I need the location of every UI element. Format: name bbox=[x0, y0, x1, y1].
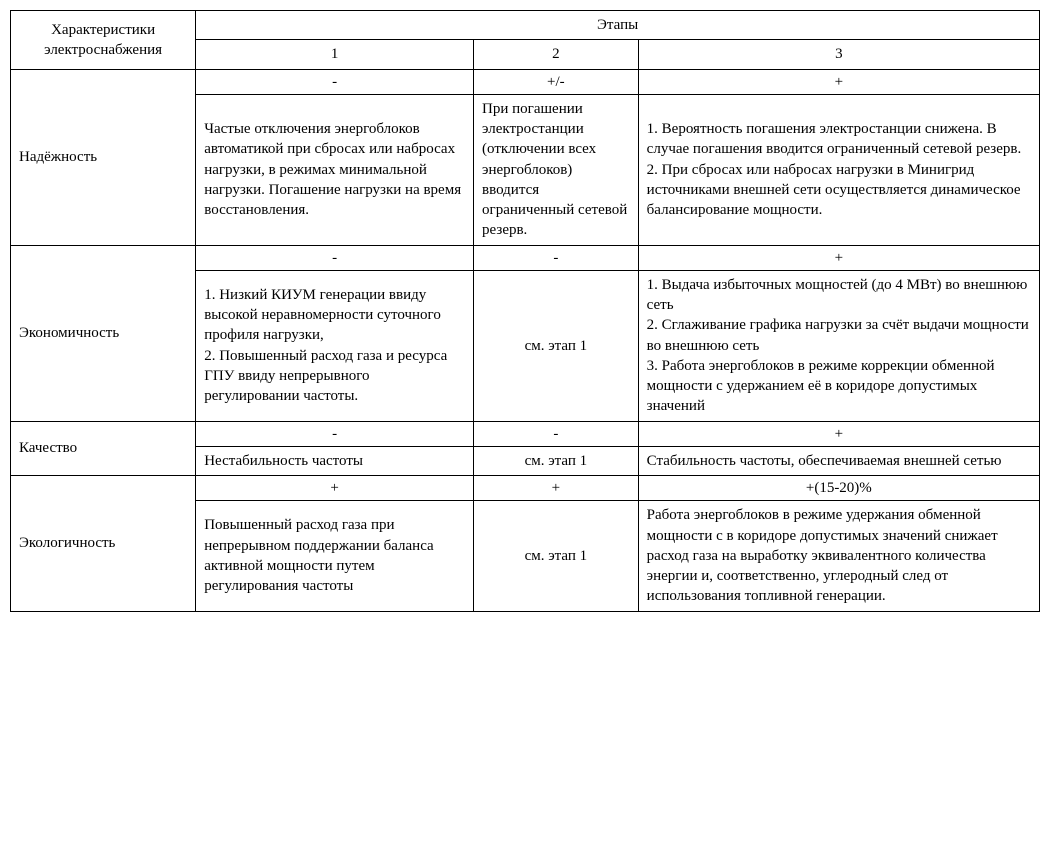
reliability-sym-3: + bbox=[638, 69, 1039, 94]
header-stages: Этапы bbox=[196, 11, 1040, 40]
ecology-text-2: см. этап 1 bbox=[474, 501, 639, 611]
reliability-text-3: 1. Вероятность погашения электростанции … bbox=[638, 94, 1039, 245]
quality-label: Качество bbox=[11, 421, 196, 476]
quality-text-1: Нестабильность частоты bbox=[196, 446, 474, 475]
economy-sym-2: - bbox=[474, 245, 639, 270]
reliability-sym-2: +/- bbox=[474, 69, 639, 94]
economy-sym-3: + bbox=[638, 245, 1039, 270]
quality-sym-3: + bbox=[638, 421, 1039, 446]
quality-text-3: Стабильность частоты, обеспечиваемая вне… bbox=[638, 446, 1039, 475]
header-stage-2: 2 bbox=[474, 40, 639, 69]
reliability-text-1: Частые отключения энергоблоков автоматик… bbox=[196, 94, 474, 245]
economy-text-3: 1. Выдача избыточных мощностей (до 4 МВт… bbox=[638, 270, 1039, 421]
header-stage-3: 3 bbox=[638, 40, 1039, 69]
header-stage-1: 1 bbox=[196, 40, 474, 69]
header-characteristics: Характеристики электроснабжения bbox=[11, 11, 196, 70]
ecology-symbol-row: Экологичность + + +(15-20)% bbox=[11, 476, 1040, 501]
ecology-text-3: Работа энергоблоков в режиме удержания о… bbox=[638, 501, 1039, 611]
characteristics-table: Характеристики электроснабжения Этапы 1 … bbox=[10, 10, 1040, 612]
economy-text-2: см. этап 1 bbox=[474, 270, 639, 421]
economy-label: Экономичность bbox=[11, 245, 196, 421]
header-row-1: Характеристики электроснабжения Этапы bbox=[11, 11, 1040, 40]
quality-symbol-row: Качество - - + bbox=[11, 421, 1040, 446]
quality-sym-2: - bbox=[474, 421, 639, 446]
ecology-sym-2: + bbox=[474, 476, 639, 501]
reliability-label: Надёжность bbox=[11, 69, 196, 245]
ecology-label: Экологичность bbox=[11, 476, 196, 612]
reliability-text-2: При погашении электростанции (отключении… bbox=[474, 94, 639, 245]
reliability-symbol-row: Надёжность - +/- + bbox=[11, 69, 1040, 94]
economy-symbol-row: Экономичность - - + bbox=[11, 245, 1040, 270]
quality-text-2: см. этап 1 bbox=[474, 446, 639, 475]
economy-sym-1: - bbox=[196, 245, 474, 270]
economy-text-1: 1. Низкий КИУМ генерации ввиду высокой н… bbox=[196, 270, 474, 421]
ecology-sym-3: +(15-20)% bbox=[638, 476, 1039, 501]
quality-sym-1: - bbox=[196, 421, 474, 446]
ecology-sym-1: + bbox=[196, 476, 474, 501]
ecology-text-1: Повышенный расход газа при непрерывном п… bbox=[196, 501, 474, 611]
reliability-sym-1: - bbox=[196, 69, 474, 94]
